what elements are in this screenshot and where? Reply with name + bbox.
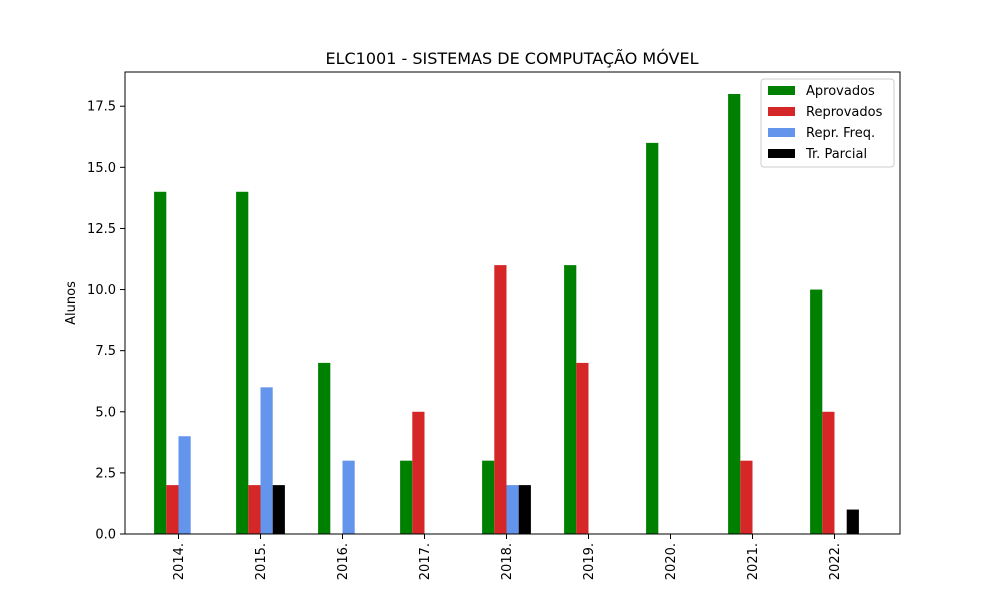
y-tick-label: 17.5 xyxy=(87,100,116,115)
bar xyxy=(482,460,495,534)
bar xyxy=(236,191,249,534)
y-tick-label: 12.5 xyxy=(87,222,116,237)
plot-area-frame xyxy=(124,71,901,535)
bar xyxy=(178,436,191,534)
bar xyxy=(646,142,659,534)
legend-swatch xyxy=(768,86,795,95)
bar xyxy=(260,387,273,534)
y-tick-label: 7.5 xyxy=(95,344,116,359)
legend-label: Reprovados xyxy=(806,105,883,120)
y-tick-label: 2.5 xyxy=(95,466,116,481)
bar xyxy=(318,362,331,534)
bar xyxy=(740,460,753,534)
legend-label: Tr. Parcial xyxy=(805,147,867,162)
bar xyxy=(494,265,507,534)
bar xyxy=(400,460,413,534)
x-tick-label: 2021. xyxy=(746,543,761,580)
bar xyxy=(154,191,167,534)
x-axis: 2014. 2015. 2016. 2017. 2018. 2019. 2020. 2021.… xyxy=(172,534,843,580)
x-tick-label: 2020. xyxy=(664,543,679,580)
bar xyxy=(248,485,261,534)
bar xyxy=(810,289,823,534)
x-tick-label: 2019. xyxy=(582,543,597,580)
bar xyxy=(576,362,589,534)
bars-group xyxy=(154,94,859,534)
y-tick-label: 15.0 xyxy=(87,161,116,176)
y-tick-label: 5.0 xyxy=(95,405,116,420)
legend-label: Repr. Freq. xyxy=(806,126,875,141)
legend-swatch xyxy=(768,128,795,137)
x-tick-label: 2015. xyxy=(254,543,269,580)
legend-label: Aprovados xyxy=(806,84,875,99)
bar xyxy=(822,411,835,534)
chart-title: ELC1001 - SISTEMAS DE COMPUTAÇÃO MÓVEL xyxy=(325,49,698,68)
x-tick-label: 2022. xyxy=(828,543,843,580)
legend-swatch xyxy=(768,107,795,116)
bar xyxy=(564,265,577,534)
y-tick-label: 0.0 xyxy=(95,528,116,543)
bar xyxy=(342,460,355,534)
legend-box xyxy=(760,78,895,168)
x-tick-label: 2016. xyxy=(336,543,351,580)
bar xyxy=(506,485,519,534)
x-tick-label: 2014. xyxy=(172,543,187,580)
bar xyxy=(272,485,285,534)
bar xyxy=(412,411,425,534)
bar xyxy=(846,509,859,534)
legend-swatch xyxy=(768,149,795,158)
bar xyxy=(728,94,741,534)
y-axis: 0.0 2.5 5.0 7.5 10.0 12.5 15.0 17.5 xyxy=(87,100,125,543)
x-tick-label: 2018. xyxy=(500,543,515,580)
x-tick-label: 2017. xyxy=(418,543,433,580)
bar xyxy=(518,485,531,534)
bar xyxy=(166,485,179,534)
legend: Aprovados Reprovados Repr. Freq. Tr. Parcia… xyxy=(760,78,895,168)
y-axis-label: Alunos xyxy=(64,281,79,325)
y-tick-label: 10.0 xyxy=(87,283,116,298)
